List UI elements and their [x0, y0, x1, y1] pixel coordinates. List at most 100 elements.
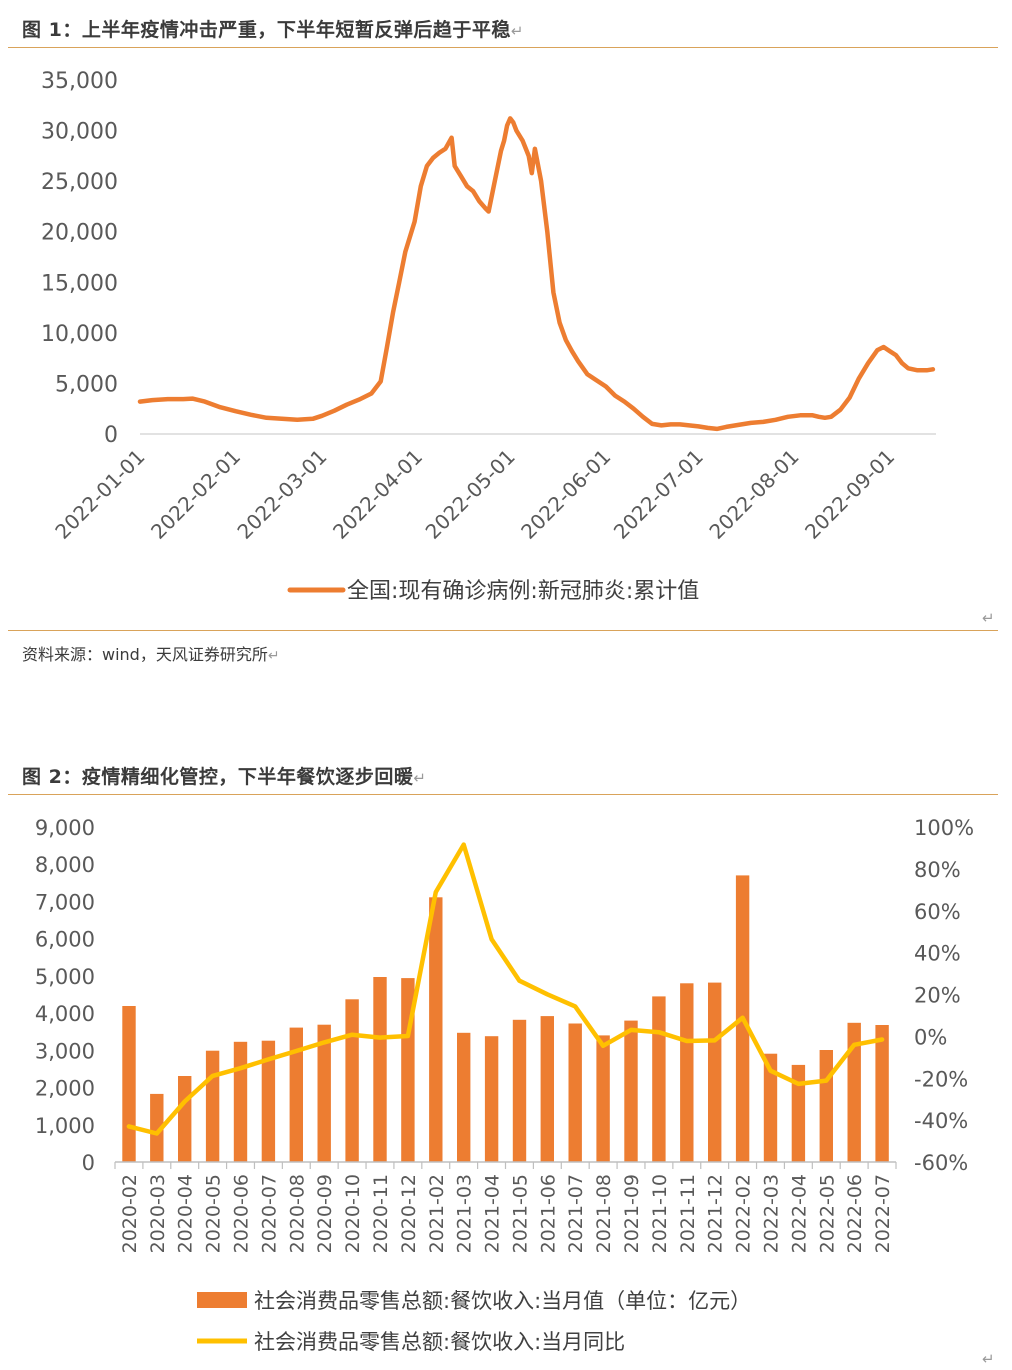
x-tick-label: 2022-03	[760, 1174, 782, 1253]
bar	[512, 1019, 527, 1162]
x-tick-label: 2021-11	[677, 1174, 699, 1253]
x-tick-label: 2022-05	[816, 1174, 838, 1253]
y2-tick-label: 100%	[914, 816, 974, 840]
x-tick-label: 2020-05	[203, 1174, 225, 1253]
y-tick-label: 2,000	[35, 1077, 95, 1101]
bar	[233, 1041, 248, 1162]
bar	[791, 1064, 806, 1162]
y2-tick-label: 60%	[914, 900, 961, 924]
paragraph-mark-icon: ↵	[982, 1350, 995, 1368]
x-tick-label: 2020-09	[314, 1174, 336, 1253]
y-tick-label: 10,000	[41, 322, 118, 347]
bar	[178, 1076, 192, 1162]
x-tick-label: 2021-04	[482, 1174, 504, 1253]
y2-tick-label: 20%	[914, 984, 961, 1008]
bar	[875, 1025, 889, 1162]
x-tick-label: 2022-04	[788, 1174, 810, 1253]
bar	[289, 1027, 303, 1162]
bar	[652, 996, 666, 1162]
bar	[540, 1016, 554, 1162]
series-line	[126, 842, 885, 1136]
bar	[345, 999, 359, 1162]
x-tick-label: 2022-02-01	[146, 445, 245, 544]
bar	[457, 1032, 471, 1162]
y-tick-label: 4,000	[35, 1002, 95, 1026]
paragraph-mark-icon: ↵	[267, 648, 280, 664]
x-tick-label: 2021-10	[649, 1174, 671, 1253]
y2-tick-label: 0%	[914, 1025, 947, 1049]
y2-tick-label: 40%	[914, 942, 961, 966]
series-line	[137, 116, 936, 432]
x-tick-label: 2021-08	[593, 1174, 615, 1253]
bar	[150, 1093, 164, 1162]
bar	[763, 1053, 778, 1162]
y-tick-label: 0	[82, 1151, 95, 1175]
x-tick-label: 2021-07	[565, 1174, 587, 1253]
y2-tick-label: 80%	[914, 858, 961, 882]
bar	[847, 1022, 861, 1162]
x-tick-label: 2022-06-01	[516, 445, 615, 544]
y-tick-label: 1,000	[35, 1114, 95, 1138]
bar	[484, 1036, 499, 1162]
x-tick-label: 2021-06	[537, 1174, 559, 1253]
y2-tick-label: -20%	[914, 1067, 968, 1091]
figure1-bottom-rule	[8, 630, 998, 631]
x-tick-label: 2021-05	[509, 1174, 531, 1253]
figure1-top-rule	[8, 47, 998, 48]
y-tick-label: 35,000	[41, 69, 118, 94]
x-tick-label: 2022-02	[733, 1174, 755, 1253]
x-tick-label: 2022-04-01	[328, 445, 427, 544]
figure2-title: 图 2：疫情精细化管控，下半年餐饮逐步回暖↵	[22, 766, 427, 788]
x-tick-label: 2021-02	[426, 1174, 448, 1253]
x-tick-label: 2022-08-01	[704, 445, 803, 544]
x-tick-label: 2021-09	[621, 1174, 643, 1253]
y-tick-label: 3,000	[35, 1039, 95, 1063]
y-tick-label: 25,000	[41, 170, 118, 195]
bar	[596, 1035, 610, 1162]
figure1-source: 资料来源：wind，天风证券研究所↵	[22, 645, 280, 664]
x-tick-label: 2022-06	[844, 1174, 866, 1253]
legend-label: 社会消费品零售总额:餐饮收入:当月同比	[254, 1330, 625, 1354]
bar	[373, 977, 387, 1162]
x-tick-label: 2022-07-01	[609, 445, 708, 544]
y-tick-label: 6,000	[35, 928, 95, 952]
x-tick-label: 2022-05-01	[421, 445, 520, 544]
y2-tick-label: -40%	[914, 1109, 968, 1133]
x-tick-label: 2022-09-01	[800, 445, 899, 544]
y-tick-label: 20,000	[41, 221, 118, 246]
x-tick-label: 2021-03	[454, 1174, 476, 1253]
y-tick-label: 30,000	[41, 120, 118, 145]
bar	[317, 1024, 331, 1162]
x-tick-label: 2021-12	[705, 1174, 727, 1253]
bar	[819, 1050, 833, 1162]
y-tick-label: 5,000	[35, 965, 95, 989]
bar	[708, 982, 722, 1162]
x-tick-label: 2020-04	[175, 1174, 197, 1253]
y-tick-label: 9,000	[35, 816, 95, 840]
paragraph-mark-icon: ↵	[413, 769, 427, 787]
x-tick-label: 2022-03-01	[232, 445, 331, 544]
figure2-top-rule	[8, 794, 998, 795]
y-tick-label: 7,000	[35, 890, 95, 914]
x-tick-label: 2020-12	[398, 1174, 420, 1253]
bar	[568, 1023, 582, 1162]
x-tick-label: 2022-07	[872, 1174, 894, 1253]
bar	[205, 1050, 220, 1162]
x-tick-label: 2020-07	[258, 1174, 280, 1253]
y-tick-label: 15,000	[41, 271, 118, 296]
legend-swatch-bar	[197, 1292, 247, 1308]
y2-tick-label: -60%	[914, 1151, 968, 1175]
x-tick-label: 2020-02	[119, 1174, 141, 1253]
paragraph-mark-icon: ↵	[510, 22, 524, 40]
bar	[122, 1006, 136, 1162]
y-tick-label: 8,000	[35, 853, 95, 877]
bar	[429, 897, 443, 1162]
legend-label: 社会消费品零售总额:餐饮收入:当月值（单位：亿元）	[254, 1289, 751, 1313]
figure1-title: 图 1：上半年疫情冲击严重，下半年短暂反弹后趋于平稳↵	[22, 19, 524, 41]
y-tick-label: 5,000	[55, 372, 118, 397]
x-tick-label: 2020-08	[286, 1174, 308, 1253]
x-tick-label: 2020-10	[342, 1174, 364, 1253]
bar	[680, 983, 694, 1162]
paragraph-mark-icon: ↵	[982, 609, 995, 627]
x-tick-label: 2020-06	[231, 1174, 253, 1253]
